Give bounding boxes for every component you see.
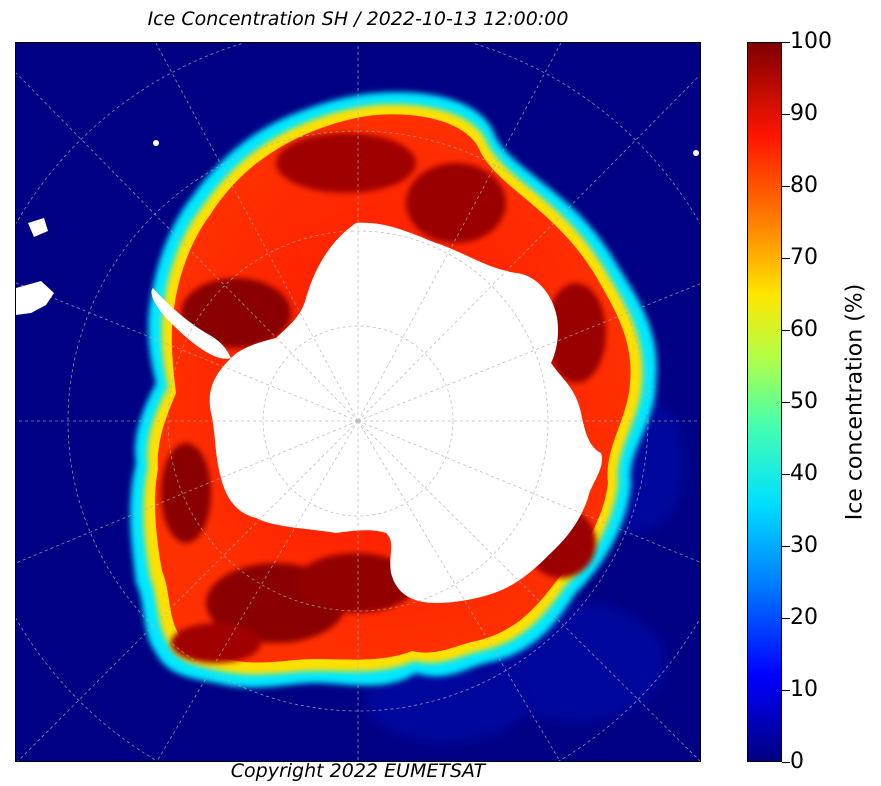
colorbar-tick-mark: [782, 689, 790, 691]
ice-concentration-map: [15, 42, 701, 762]
antarctic-peninsula: [151, 288, 231, 359]
colorbar-tick-mark: [782, 185, 790, 187]
colorbar-tick-mark: [782, 113, 790, 115]
colorbar-tick-label: 60: [790, 317, 818, 342]
copyright-text: Copyright 2022 EUMETSAT: [230, 760, 486, 782]
colorbar-tick-label: 70: [790, 245, 818, 270]
colorbar-label: Ice concentration (%): [842, 283, 868, 521]
polar-stereographic-plot: [16, 43, 700, 761]
colorbar-tick-label: 40: [790, 461, 818, 486]
south-america-tip: [16, 140, 699, 315]
colorbar-tick-mark: [782, 761, 790, 763]
colorbar-tick-label: 80: [790, 173, 818, 198]
colorbar-tick-label: 30: [790, 533, 818, 558]
colorbar-tick-label: 100: [790, 29, 832, 54]
colorbar-tick-mark: [782, 401, 790, 403]
colorbar-tick-mark: [782, 257, 790, 259]
antarctica-landmass: [209, 222, 603, 604]
colorbar-tick-mark: [782, 545, 790, 547]
sea-ice-high-concentration: [161, 133, 606, 663]
map-title: Ice Concentration SH / 2022-10-13 12:00:…: [147, 8, 569, 30]
colorbar-tick-label: 50: [790, 389, 818, 414]
colorbar-tick-mark: [782, 617, 790, 619]
colorbar-tick-label: 20: [790, 605, 818, 630]
graticule: [16, 43, 700, 761]
colorbar-tick-label: 0: [790, 749, 804, 774]
colorbar-tick-label: 10: [790, 677, 818, 702]
colorbar-tick-label: 90: [790, 101, 818, 126]
colorbar-tick-mark: [782, 329, 790, 331]
colorbar-tick-mark: [782, 41, 790, 43]
colorbar-tick-mark: [782, 473, 790, 475]
colorbar: [747, 42, 782, 762]
